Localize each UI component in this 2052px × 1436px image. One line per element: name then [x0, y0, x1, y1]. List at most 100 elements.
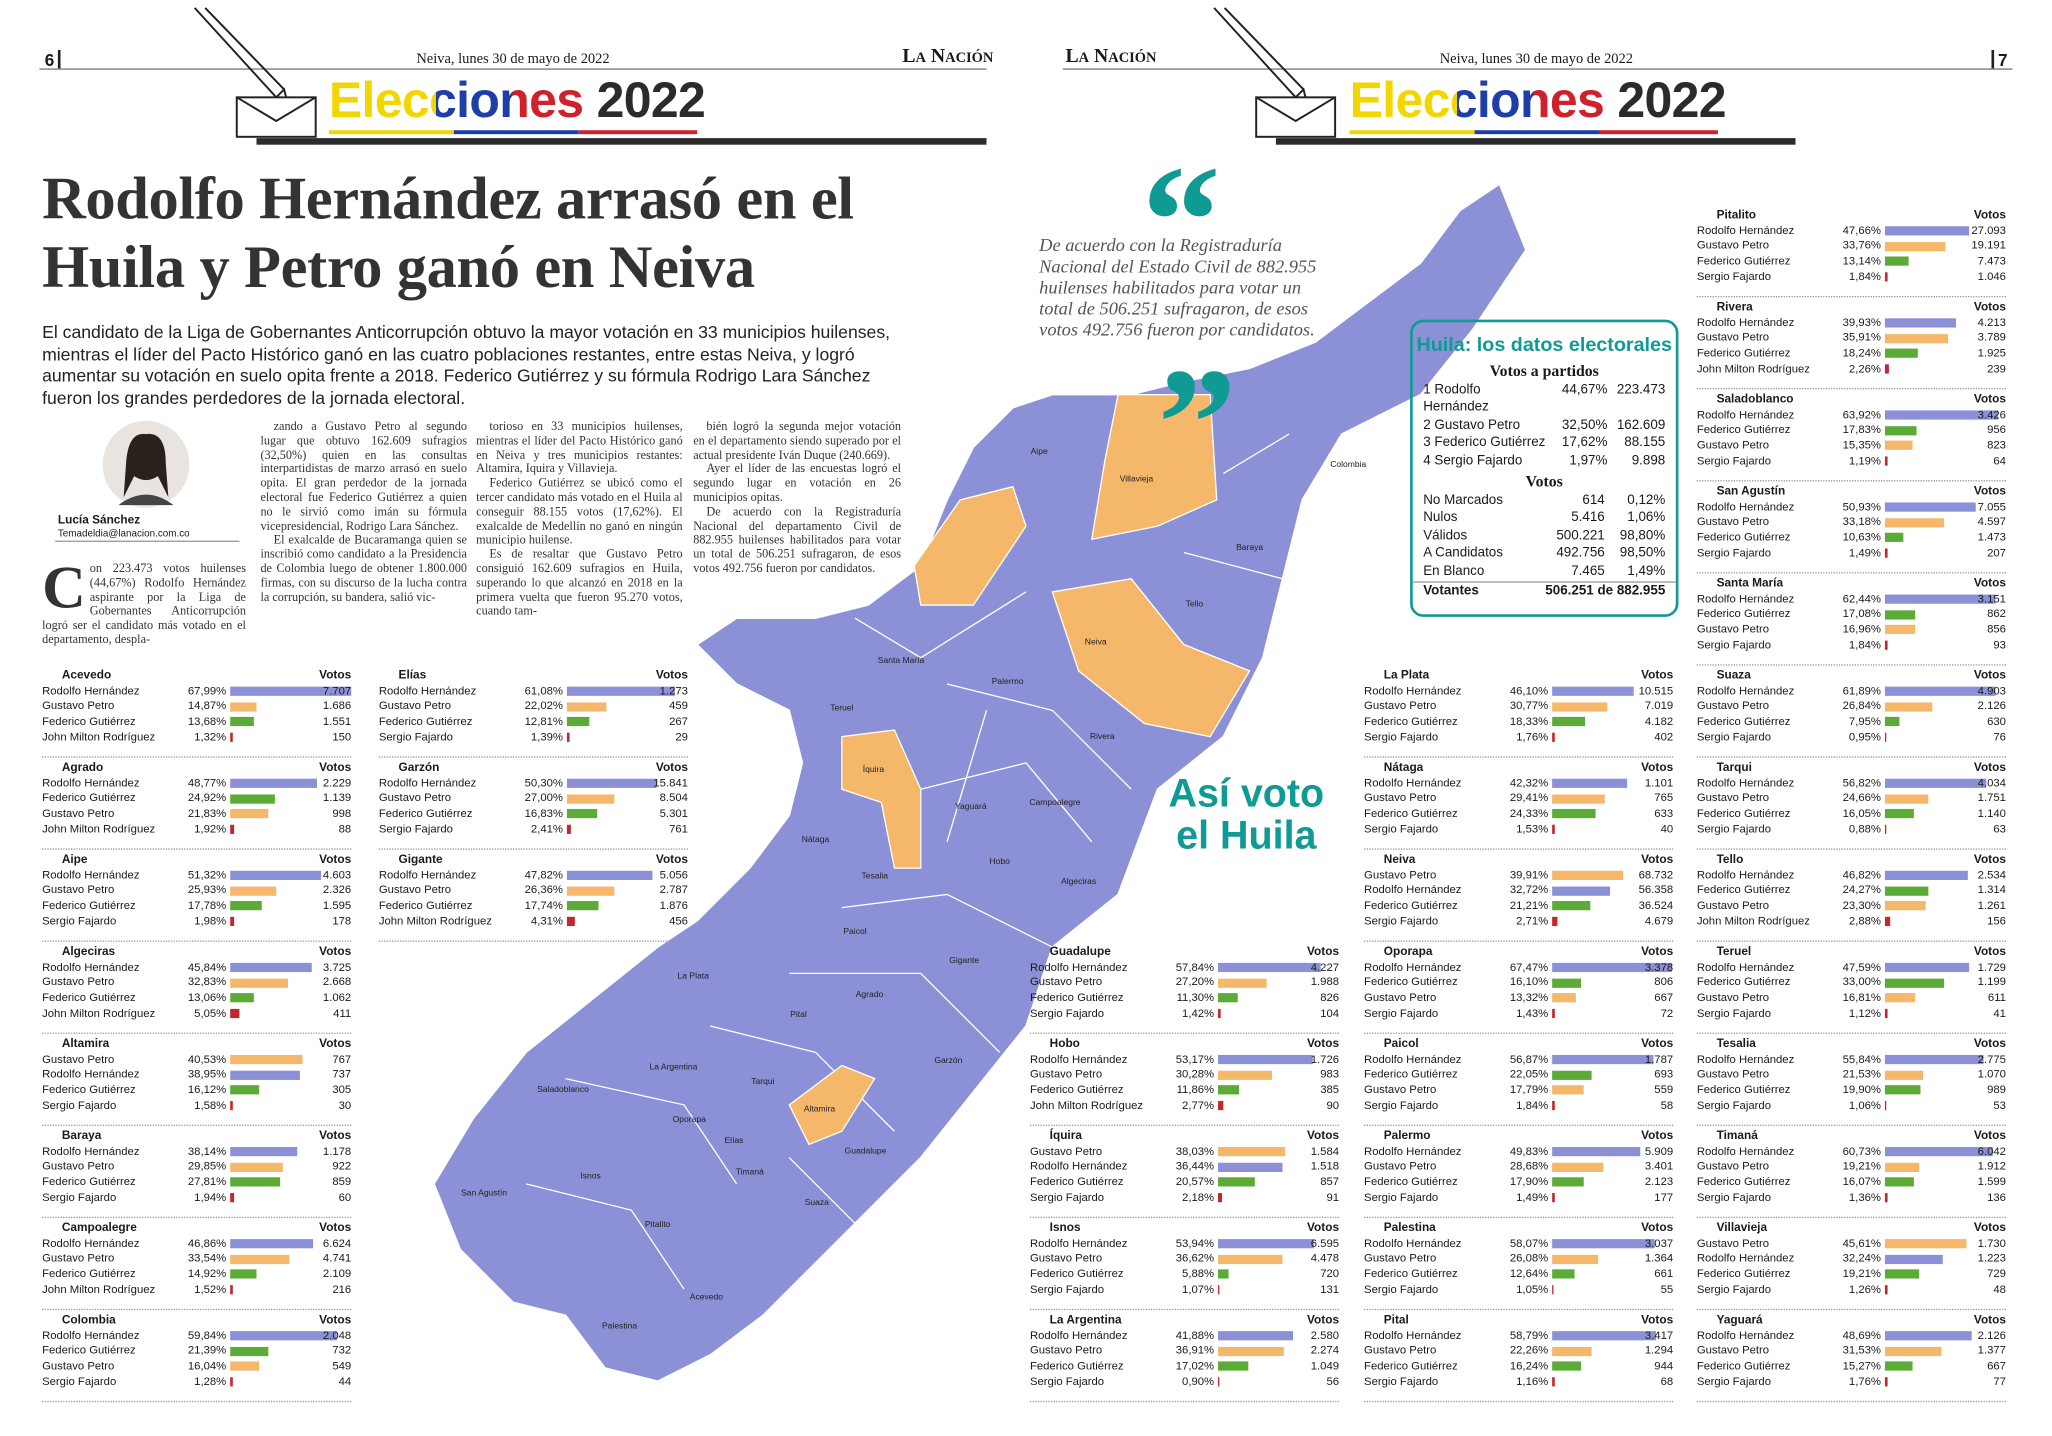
percent-label: 2,88%: [1848, 913, 1881, 927]
separator: [1029, 1124, 1340, 1126]
candidate-name: Sergio Fajardo: [1364, 913, 1439, 927]
percent-label: 39,91%: [1509, 867, 1549, 881]
candidate-name: Rodolfo Hernández: [1696, 1051, 1795, 1065]
vote-count: 4.603: [322, 867, 352, 881]
votes-header: Votos: [1973, 576, 2006, 590]
bar: [1884, 901, 1927, 911]
votes-header: Votos: [1307, 944, 1340, 958]
percent-label: 1,42%: [1182, 1005, 1215, 1019]
bar: [230, 993, 254, 1003]
separator: [42, 1400, 352, 1403]
vote-count: 806: [1654, 974, 1674, 989]
bar: [1552, 1101, 1556, 1111]
candidate-name: Rodolfo Hernández: [1696, 1143, 1795, 1157]
percent-label: 45,61%: [1842, 1235, 1881, 1249]
rule: [1991, 49, 1995, 69]
bar: [1884, 1239, 1966, 1249]
results-table: Pital Votos Rodolfo Hernández 58,79% 3.417 Gu…: [1364, 1313, 1674, 1403]
separator: [42, 1216, 352, 1219]
results-table: Campoalegre Votos Rodolfo Hernández 46,86% 6…: [42, 1221, 352, 1311]
vote-count: 1.294: [1644, 1343, 1674, 1357]
map-label: La Plata: [678, 971, 710, 981]
vote-count: 4.034: [1977, 775, 2006, 789]
percent-label: 60,73%: [1842, 1143, 1881, 1157]
map-label: Pitalito: [645, 1219, 671, 1229]
percent-label: 1,49%: [1516, 1189, 1549, 1204]
bar: [1884, 916, 1891, 927]
paragraph: zando a Gustavo Petro al segundo lugar q…: [260, 420, 467, 534]
map-label: Colombia: [1330, 459, 1366, 469]
candidate-name: Sergio Fajardo: [1696, 269, 1771, 283]
vote-count: 2.109: [322, 1266, 352, 1280]
percent-label: 0,90%: [1182, 1374, 1215, 1388]
percent-label: 29,85%: [187, 1159, 227, 1173]
percent-label: 1,05%: [1516, 1281, 1549, 1296]
vote-label: Nulos: [1423, 510, 1458, 526]
vote-pct: 0,12%: [1627, 493, 1666, 508]
candidate-name: Sergio Fajardo: [1696, 729, 1771, 743]
percent-label: 67,99%: [187, 683, 227, 697]
vote-count: 1.876: [659, 898, 688, 912]
percent-label: 47,66%: [1842, 222, 1881, 237]
percent-label: 36,62%: [1175, 1251, 1215, 1265]
candidate-name: John Milton Rodríguez: [1029, 1097, 1144, 1111]
votes-header: Votos: [319, 668, 352, 682]
municipality-name: Suaza: [1716, 668, 1751, 682]
percent-label: 16,96%: [1842, 622, 1881, 636]
bar: [1218, 1361, 1249, 1372]
bar: [230, 978, 289, 988]
vote-count: 76: [1993, 729, 2006, 743]
vote-count: 91: [1326, 1189, 1340, 1204]
votes-header: Votos: [655, 760, 688, 774]
map-label: Oporapa: [673, 1114, 706, 1124]
map-label: Santa María: [878, 655, 925, 665]
percent-label: 41,88%: [1175, 1327, 1215, 1342]
pencil-illustration: [193, 7, 317, 138]
vote-count: 68.732: [1638, 867, 1674, 881]
vote-count: 6.624: [322, 1235, 352, 1249]
bar: [230, 1147, 298, 1157]
candidate-name: Rodolfo Hernández: [42, 1067, 140, 1081]
percent-label: 1,06%: [1848, 1097, 1881, 1111]
rule: [55, 540, 240, 542]
vote-count: 1.364: [1644, 1251, 1674, 1265]
vote-count: 4.227: [1310, 959, 1340, 973]
separator: [1364, 1124, 1674, 1126]
candidate-name: Federico Gutiérrez: [1696, 1082, 1791, 1096]
paragraph: torioso en 33 municipios huilenses, mien…: [476, 420, 683, 477]
bar: [1884, 1054, 1985, 1065]
map-label: Hobo: [989, 856, 1010, 866]
candidate-name: Rodolfo Hernández: [1696, 867, 1795, 881]
vote-row: Nulos 5.416 1,06%: [1413, 510, 1676, 528]
candidate-name: Sergio Fajardo: [42, 1189, 117, 1204]
separator: [1696, 756, 2006, 758]
results-table: San Agustín Votos Rodolfo Hernández 50,93% 7…: [1696, 484, 2006, 574]
candidate-name: Rodolfo Hernández: [1029, 1159, 1128, 1173]
candidate-name: Federico Gutiérrez: [1696, 1174, 1791, 1188]
candidate-name: Federico Gutiérrez: [1696, 1358, 1791, 1372]
bar: [230, 809, 269, 819]
candidate-name: Federico Gutiérrez: [1364, 1174, 1458, 1188]
percent-label: 50,93%: [1842, 499, 1881, 513]
candidate-name: Gustavo Petro: [42, 1051, 115, 1065]
candidate-name: Gustavo Petro: [1696, 1067, 1770, 1081]
vote-count: 1.751: [1977, 790, 2006, 804]
percent-label: 26,08%: [1509, 1251, 1549, 1265]
results-table: Rivera Votos Rodolfo Hernández 39,93% 4.213 G…: [1696, 300, 2006, 390]
vote-count: 48: [1993, 1281, 2006, 1296]
vote-row: No Marcados 614 0,12%: [1413, 492, 1676, 510]
box-heading: Votos: [1525, 472, 1563, 491]
bar: [1884, 272, 1889, 282]
party-name: 3 Federico Gutiérrez: [1423, 435, 1546, 451]
bar: [1552, 1377, 1555, 1387]
bar: [1884, 732, 1887, 742]
percent-label: 17,08%: [1842, 606, 1881, 620]
percent-label: 51,32%: [187, 867, 227, 881]
bar: [1218, 978, 1267, 988]
vote-count: 4.597: [1977, 514, 2006, 528]
bar: [566, 809, 597, 819]
results-table: La Plata Votos Rodolfo Hernández 46,10% 10.5…: [1364, 668, 1674, 758]
candidate-name: Federico Gutiérrez: [1364, 1266, 1458, 1280]
vote-count: 5.301: [659, 806, 688, 820]
vote-count: 862: [1987, 606, 2006, 620]
